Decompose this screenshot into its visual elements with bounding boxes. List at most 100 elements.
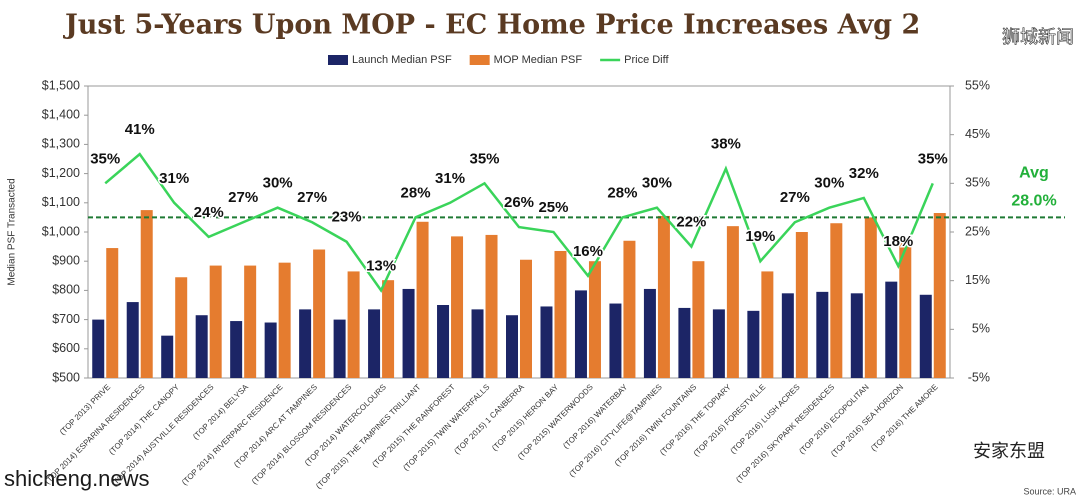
bar [347, 271, 360, 378]
bar [368, 309, 381, 378]
legend-label: Launch Median PSF [352, 54, 452, 66]
bar [416, 221, 429, 378]
bar [471, 309, 484, 378]
bar [92, 319, 105, 378]
bar [795, 232, 808, 378]
bar [692, 261, 705, 378]
data-label: 27% [228, 189, 258, 206]
bar [899, 237, 912, 378]
data-label: 28% [401, 184, 431, 201]
data-label: 27% [780, 189, 810, 206]
chart-title: Just 5-Years Upon MOP - EC Home Price In… [63, 10, 920, 41]
bar [244, 265, 257, 378]
bar [313, 249, 326, 378]
data-label: 23% [332, 209, 362, 226]
y-tick-label: $1,200 [42, 166, 80, 180]
y-tick-label: $1,300 [42, 137, 80, 151]
y-tick-label: $1,000 [42, 224, 80, 238]
bar [520, 259, 532, 378]
data-label: 38% [711, 136, 741, 153]
data-label: 35% [470, 150, 500, 167]
bar [761, 271, 774, 378]
bar [437, 305, 450, 378]
average-label: Avg [1019, 165, 1049, 182]
bar [747, 310, 760, 378]
bar [333, 319, 346, 378]
y-axis-title: Median PSF Transacted [7, 178, 18, 285]
bar [816, 291, 829, 378]
bar [830, 223, 843, 378]
y-tick-label: $700 [52, 312, 80, 326]
bar [278, 262, 291, 378]
data-label: 13% [366, 257, 396, 274]
y-tick-label: $1,100 [42, 195, 80, 209]
line [104, 152, 934, 293]
watermark: 安家东盟 [973, 441, 1045, 461]
bar [451, 236, 464, 378]
bar [126, 302, 139, 378]
bar [726, 226, 739, 378]
data-label: 27% [297, 189, 327, 206]
bar [230, 321, 243, 378]
bar [781, 293, 794, 378]
data-label: 30% [814, 175, 844, 192]
bar [106, 248, 119, 378]
data-label: 35% [918, 150, 948, 167]
data-label: 26% [504, 194, 534, 211]
y2-tick-label: 45% [965, 127, 990, 141]
bar [540, 306, 553, 378]
data-label: 30% [642, 175, 672, 192]
bar [195, 315, 208, 378]
data-label: 31% [159, 170, 189, 187]
bar [657, 215, 670, 378]
y2-tick-label: 15% [965, 273, 990, 287]
bar [574, 290, 587, 378]
legend-swatch [469, 55, 490, 65]
watermark: 狮城新闻 [1002, 27, 1074, 47]
data-label: 22% [676, 214, 706, 231]
y-tick-label: $1,500 [42, 78, 80, 92]
data-label: 25% [538, 199, 568, 216]
bar [864, 217, 877, 378]
data-label: 35% [90, 150, 120, 167]
bar [850, 293, 863, 378]
data-label: 16% [573, 243, 603, 260]
data-label: 30% [263, 175, 293, 192]
y2-tick-label: 5% [972, 322, 990, 336]
y-tick-label: $800 [52, 283, 80, 297]
bar [175, 277, 188, 378]
y2-tick-label: 55% [965, 78, 990, 92]
y-tick-label: $900 [52, 253, 80, 267]
bar [161, 335, 174, 378]
bar [712, 309, 725, 378]
bar [588, 261, 601, 378]
bar [919, 294, 932, 378]
bar [485, 234, 498, 378]
y-tick-label: $600 [52, 341, 80, 355]
bar [402, 288, 415, 378]
bar [264, 322, 277, 378]
average-value: 28.0% [1011, 193, 1056, 210]
bar [209, 265, 222, 378]
bar [554, 250, 567, 378]
data-label: 24% [194, 204, 224, 221]
y-tick-label: $1,400 [42, 107, 80, 121]
bar [623, 240, 636, 378]
bar [299, 309, 312, 378]
data-label: 31% [435, 170, 465, 187]
bar [382, 280, 395, 378]
watermark: shicheng.news [4, 466, 150, 491]
bar [678, 307, 691, 378]
y2-tick-label: 35% [965, 176, 990, 190]
bar [885, 281, 898, 378]
data-label: 41% [125, 121, 155, 138]
bar [140, 210, 153, 378]
bar [643, 288, 656, 378]
data-label: 19% [745, 228, 775, 245]
data-label: 32% [849, 165, 879, 182]
legend-label: MOP Median PSF [494, 54, 583, 66]
data-label: 28% [607, 184, 637, 201]
y2-tick-label: -5% [968, 370, 990, 384]
